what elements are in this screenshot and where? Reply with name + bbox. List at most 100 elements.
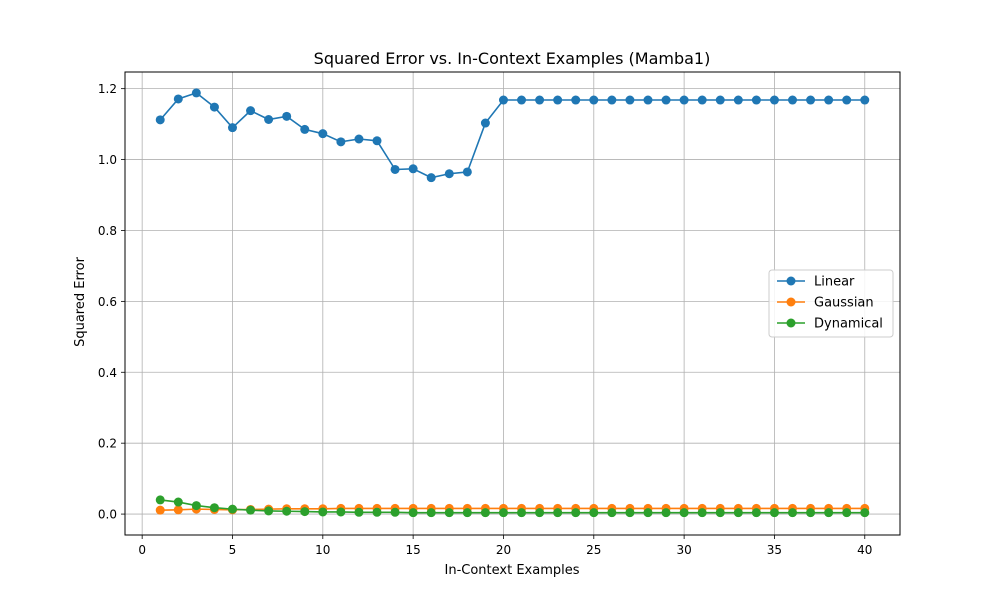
data-point bbox=[264, 115, 274, 125]
data-point bbox=[426, 508, 436, 518]
chart-title: Squared Error vs. In-Context Examples (M… bbox=[314, 49, 711, 68]
data-point bbox=[788, 95, 798, 105]
x-tick-label: 30 bbox=[676, 543, 691, 557]
data-point bbox=[733, 508, 743, 518]
data-point bbox=[480, 508, 490, 518]
data-point bbox=[426, 173, 436, 183]
x-tick-label: 40 bbox=[857, 543, 872, 557]
data-point bbox=[282, 111, 292, 121]
data-point bbox=[191, 88, 201, 98]
data-point bbox=[571, 508, 581, 518]
data-point bbox=[607, 95, 617, 105]
x-axis: 0 5 10 15 20 25 30 35 40 bbox=[138, 535, 872, 557]
data-point bbox=[517, 95, 527, 105]
data-point bbox=[661, 95, 671, 105]
data-point bbox=[589, 508, 599, 518]
data-point bbox=[246, 505, 256, 515]
data-point bbox=[227, 504, 237, 514]
series-dynamical bbox=[155, 495, 870, 518]
legend-box bbox=[768, 269, 894, 338]
data-point bbox=[697, 95, 707, 105]
series-group bbox=[155, 88, 870, 518]
data-point bbox=[191, 501, 201, 511]
x-tick-label: 10 bbox=[315, 543, 330, 557]
data-point bbox=[824, 95, 834, 105]
data-point bbox=[444, 508, 454, 518]
data-point bbox=[842, 508, 852, 518]
data-point bbox=[589, 95, 599, 105]
legend-marker bbox=[786, 318, 796, 328]
y-tick-label: 1.2 bbox=[98, 82, 117, 96]
y-tick-label: 0.6 bbox=[98, 295, 117, 309]
data-point bbox=[318, 129, 328, 139]
data-point bbox=[806, 508, 816, 518]
data-point bbox=[769, 508, 779, 518]
data-point bbox=[643, 508, 653, 518]
data-point bbox=[751, 508, 761, 518]
data-point bbox=[462, 167, 472, 177]
series-line bbox=[160, 507, 865, 511]
data-point bbox=[498, 508, 508, 518]
data-point bbox=[535, 508, 545, 518]
data-point bbox=[372, 136, 382, 146]
data-point bbox=[625, 95, 635, 105]
data-point bbox=[769, 95, 779, 105]
data-point bbox=[300, 507, 310, 517]
series-line bbox=[159, 92, 865, 179]
data-point bbox=[553, 95, 563, 105]
data-point bbox=[173, 497, 183, 507]
data-point bbox=[715, 508, 725, 518]
data-point bbox=[661, 508, 671, 518]
x-tick-label: 20 bbox=[496, 543, 511, 557]
data-point bbox=[155, 505, 165, 515]
data-point bbox=[860, 95, 870, 105]
series-line bbox=[160, 499, 865, 514]
y-axis: 0.0 0.2 0.4 0.6 0.8 1.0 1.2 bbox=[98, 82, 125, 522]
data-point bbox=[679, 508, 689, 518]
data-point bbox=[444, 169, 454, 179]
data-point bbox=[336, 137, 346, 147]
y-tick-label: 1.0 bbox=[98, 153, 117, 167]
data-point bbox=[571, 95, 581, 105]
y-axis-label: Squared Error bbox=[73, 256, 88, 346]
x-tick-label: 0 bbox=[138, 543, 146, 557]
data-point bbox=[535, 95, 545, 105]
data-point bbox=[824, 508, 834, 518]
legend-item-linear: Linear bbox=[777, 275, 855, 290]
data-point bbox=[498, 95, 508, 105]
y-tick-label: 0.8 bbox=[98, 224, 117, 238]
data-point bbox=[390, 164, 400, 174]
legend-item-dynamical: Dynamical bbox=[777, 317, 883, 332]
data-point bbox=[679, 95, 689, 105]
data-point bbox=[318, 507, 328, 517]
data-point bbox=[480, 118, 490, 128]
series-linear bbox=[155, 88, 870, 183]
data-point bbox=[227, 123, 237, 133]
data-point bbox=[354, 134, 364, 144]
data-point bbox=[625, 508, 635, 518]
y-tick-label: 0.4 bbox=[98, 366, 117, 380]
data-point bbox=[336, 507, 346, 517]
data-point bbox=[643, 95, 653, 105]
data-point bbox=[209, 102, 219, 112]
legend-marker bbox=[786, 276, 796, 286]
x-tick-label: 15 bbox=[406, 543, 421, 557]
data-point bbox=[173, 505, 183, 515]
data-point bbox=[715, 95, 725, 105]
legend-item-gaussian: Gaussian bbox=[777, 296, 874, 311]
data-point bbox=[300, 124, 310, 134]
data-point bbox=[697, 508, 707, 518]
legend-label: Dynamical bbox=[814, 317, 883, 332]
data-point bbox=[517, 508, 527, 518]
x-tick-label: 5 bbox=[229, 543, 237, 557]
data-point bbox=[282, 506, 292, 516]
data-point bbox=[553, 508, 563, 518]
data-point bbox=[408, 508, 418, 518]
data-point bbox=[246, 106, 256, 116]
data-point bbox=[209, 503, 219, 513]
x-tick-label: 35 bbox=[767, 543, 782, 557]
data-point bbox=[733, 95, 743, 105]
y-tick-label: 0.2 bbox=[98, 437, 117, 451]
legend: Linear Gaussian Dynamical bbox=[768, 269, 894, 338]
